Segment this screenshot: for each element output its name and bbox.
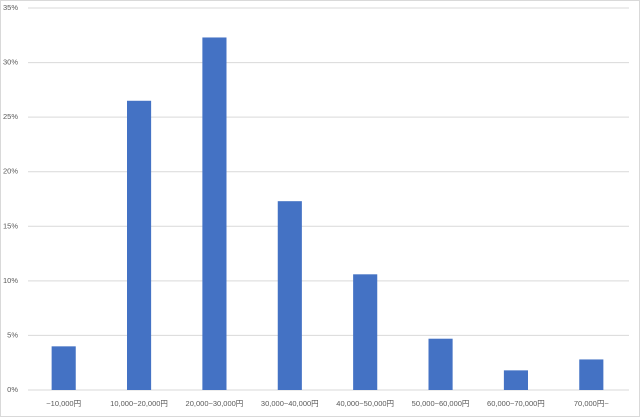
y-tick-label: 25% [3, 112, 18, 121]
bar [202, 37, 227, 391]
x-tick-label: 30,000~40,000円 [261, 399, 319, 408]
bar [277, 201, 302, 390]
y-tick-label: 10% [3, 276, 18, 285]
x-tick-label: 60,000~70,000円 [487, 399, 545, 408]
y-tick-label: 15% [3, 221, 18, 230]
x-tick-label: 70,000円~ [574, 399, 609, 408]
y-tick-label: 35% [3, 3, 18, 12]
bar [579, 359, 604, 390]
bar [503, 370, 528, 390]
x-tick-label: 50,000~60,000円 [412, 399, 470, 408]
y-tick-label: 20% [3, 167, 18, 176]
x-tick-label: 10,000~20,000円 [110, 399, 168, 408]
x-tick-label: ~10,000円 [46, 399, 81, 408]
x-tick-label: 20,000~30,000円 [186, 399, 244, 408]
bar [127, 100, 152, 391]
bar [353, 274, 378, 390]
bar [428, 338, 453, 390]
y-tick-label: 0% [7, 385, 18, 394]
y-tick-label: 5% [7, 330, 18, 339]
x-tick-label: 40,000~50,000円 [336, 399, 394, 408]
y-tick-label: 30% [3, 58, 18, 67]
bar [51, 346, 76, 390]
